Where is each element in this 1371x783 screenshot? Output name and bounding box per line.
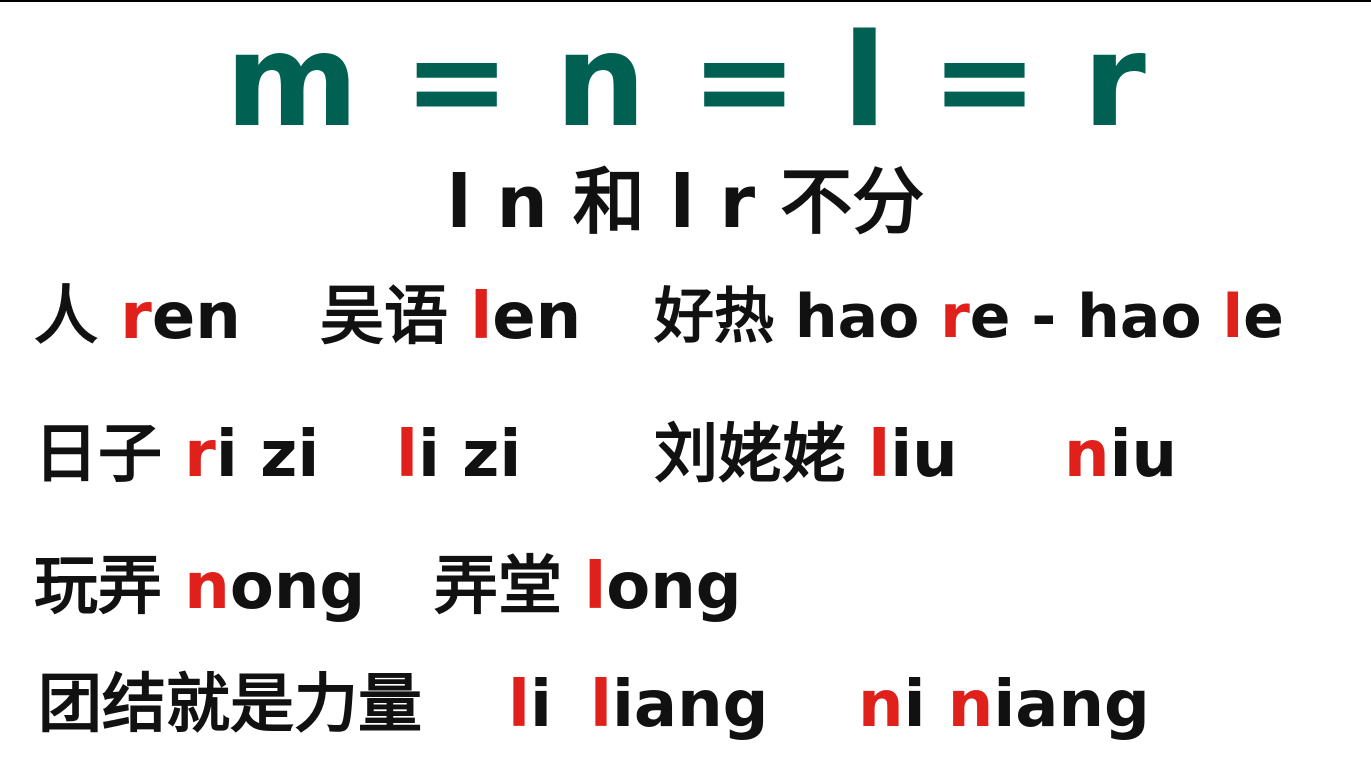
example-hao-re: 好热 hao re - hao le <box>654 272 1284 362</box>
pinyin-rest-2: e <box>1243 282 1284 352</box>
chinese-word: 好热 hao <box>654 282 941 352</box>
highlight-initial-2: l <box>1222 282 1244 352</box>
example-liang: liang <box>590 660 768 750</box>
pinyin-rest: iu <box>1109 418 1178 492</box>
highlight-initial: l <box>508 668 530 742</box>
pinyin-rest: i <box>903 668 948 742</box>
title-equation: m = n = l = r <box>225 7 1146 156</box>
pinyin-rest: en <box>151 280 241 354</box>
example-wannong: 玩弄 nong <box>34 542 365 632</box>
highlight-initial: r <box>184 418 216 492</box>
highlight-initial-2: n <box>947 668 994 742</box>
example-ni-niang: ni niang <box>858 660 1150 750</box>
chinese-word: 人 <box>34 280 121 354</box>
highlight-initial: n <box>1064 418 1110 492</box>
pinyin-rest: i <box>529 668 552 742</box>
example-niu: niu <box>1064 410 1177 500</box>
example-wu-len: 吴语 len <box>320 272 581 362</box>
highlight-initial: l <box>868 418 891 492</box>
highlight-initial: n <box>858 668 904 742</box>
example-rizi: 日子 ri zi <box>34 410 319 500</box>
example-lizi: li zi <box>396 410 521 500</box>
example-liu-laolao: 刘姥姥 liu <box>654 410 958 500</box>
example-row-2: 日子 ri zi li zi 刘姥姥 liu niu <box>0 410 1371 500</box>
pinyin-rest-2: iang <box>993 668 1150 742</box>
example-row-1: 人 ren 吴语 len 好热 hao re - hao le <box>0 272 1371 362</box>
example-row-3: 玩弄 nong 弄堂 long <box>0 542 1371 632</box>
subtitle: l n 和 l r 不分 <box>446 160 925 244</box>
chinese-word: 刘姥姥 <box>654 418 869 492</box>
example-ren: 人 ren <box>34 272 241 362</box>
example-row-4: 团结就是力量 li liang ni niang <box>0 660 1371 750</box>
example-tuanjie: 团结就是力量 <box>38 660 422 750</box>
pinyin-rest: ong <box>229 550 366 624</box>
pinyin-rest: ong <box>606 550 742 624</box>
pinyin-rest: iu <box>890 418 958 492</box>
chinese-word: 吴语 <box>320 280 471 354</box>
pinyin-rest: iang <box>611 668 769 742</box>
pinyin-rest: i zi <box>215 418 320 492</box>
example-li: li <box>508 660 552 750</box>
example-longtang: 弄堂 long <box>434 542 742 632</box>
chinese-word: 弄堂 <box>434 550 585 624</box>
highlight-initial: r <box>940 282 970 352</box>
chinese-word: 玩弄 <box>34 550 185 624</box>
highlight-initial: l <box>590 668 612 742</box>
pinyin-rest: i zi <box>417 418 522 492</box>
chinese-phrase: 团结就是力量 <box>38 668 422 742</box>
highlight-initial: n <box>184 550 230 624</box>
highlight-initial: l <box>470 280 493 354</box>
highlight-initial: l <box>584 550 607 624</box>
highlight-initial: r <box>120 280 152 354</box>
pinyin-rest: en <box>492 280 582 354</box>
highlight-initial: l <box>396 418 418 492</box>
chinese-word: 日子 <box>34 418 185 492</box>
pinyin-rest: e - hao <box>969 282 1223 352</box>
top-border-line <box>0 0 1371 2</box>
